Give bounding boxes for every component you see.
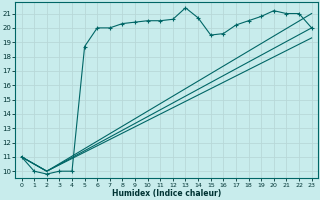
X-axis label: Humidex (Indice chaleur): Humidex (Indice chaleur) — [112, 189, 221, 198]
